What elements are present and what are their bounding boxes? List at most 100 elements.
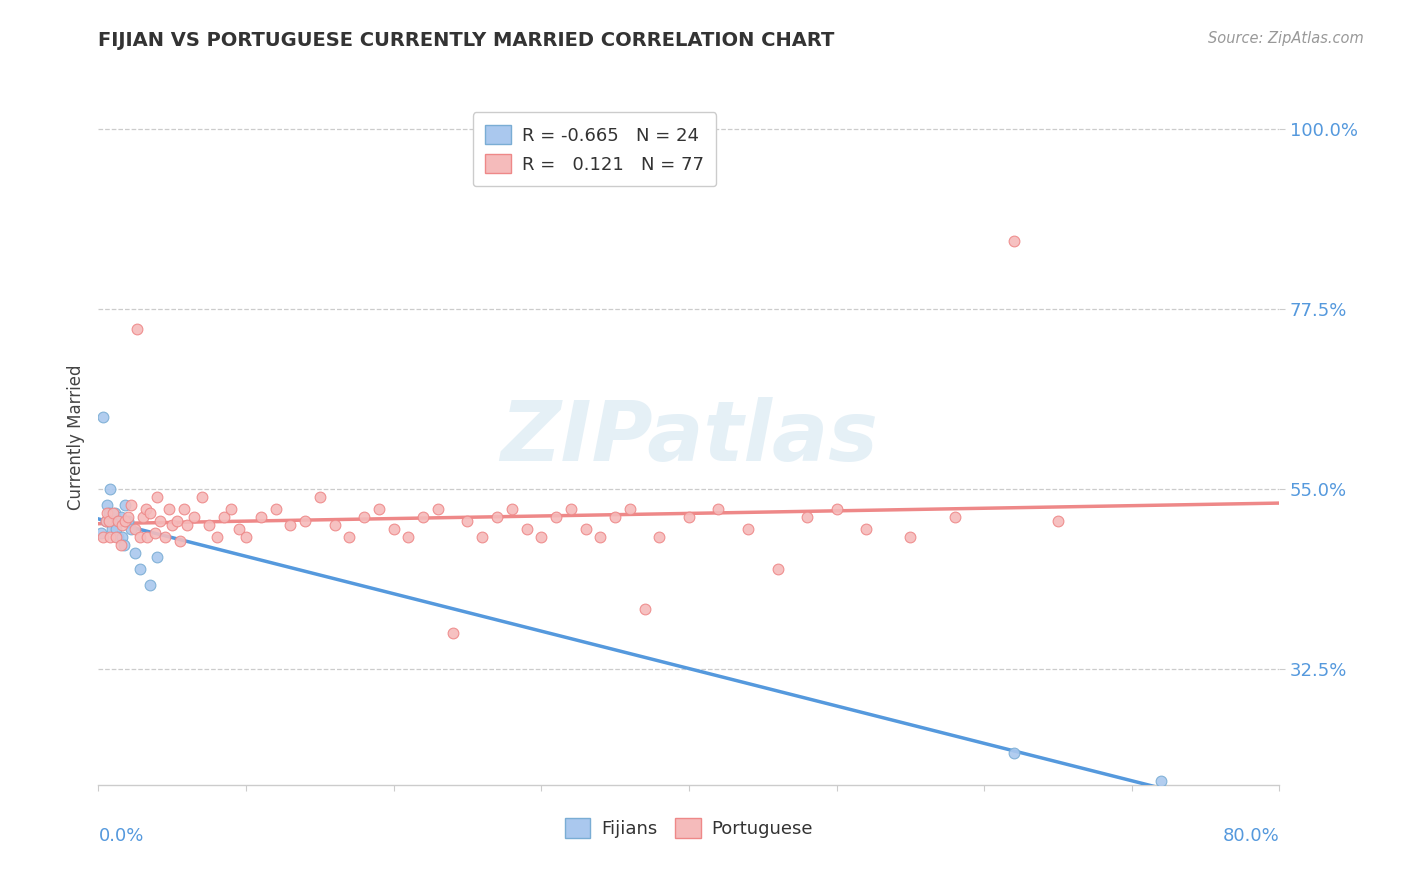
Point	[128, 530, 150, 544]
Point	[228, 522, 250, 536]
Point	[100, 522, 122, 536]
Point	[575, 522, 598, 536]
Point	[135, 502, 157, 516]
Point	[139, 506, 162, 520]
Text: FIJIAN VS PORTUGUESE CURRENTLY MARRIED CORRELATION CHART: FIJIAN VS PORTUGUESE CURRENTLY MARRIED C…	[98, 31, 835, 50]
Point	[560, 502, 582, 516]
Point	[323, 518, 346, 533]
Point	[173, 502, 195, 516]
Point	[97, 514, 120, 528]
Point	[294, 514, 316, 528]
Point	[471, 530, 494, 544]
Point	[105, 530, 128, 544]
Point	[339, 530, 361, 544]
Point	[943, 510, 966, 524]
Point	[124, 546, 146, 560]
Point	[114, 498, 136, 512]
Point	[235, 530, 257, 544]
Point	[457, 514, 479, 528]
Point	[107, 530, 129, 544]
Point	[146, 490, 169, 504]
Point	[183, 510, 205, 524]
Point	[707, 502, 730, 516]
Point	[368, 502, 391, 516]
Point	[737, 522, 759, 536]
Point	[117, 510, 139, 524]
Text: ZIPatlas: ZIPatlas	[501, 397, 877, 477]
Point	[153, 530, 176, 544]
Point	[648, 530, 671, 544]
Point	[516, 522, 538, 536]
Point	[112, 538, 135, 552]
Point	[619, 502, 641, 516]
Point	[110, 538, 132, 552]
Point	[136, 530, 159, 544]
Point	[825, 502, 848, 516]
Point	[114, 514, 136, 528]
Point	[1002, 746, 1025, 760]
Text: 0.0%: 0.0%	[98, 827, 143, 845]
Point	[1150, 774, 1173, 789]
Point	[796, 510, 818, 524]
Point	[157, 502, 180, 516]
Point	[166, 514, 188, 528]
Point	[382, 522, 405, 536]
Point	[530, 530, 553, 544]
Point	[111, 518, 134, 533]
Point	[94, 514, 117, 528]
Point	[546, 510, 568, 524]
Point	[108, 514, 131, 528]
Point	[855, 522, 877, 536]
Point	[125, 322, 148, 336]
Point	[98, 482, 121, 496]
Point	[678, 510, 700, 524]
Point	[589, 530, 612, 544]
Point	[107, 514, 129, 528]
Point	[441, 626, 464, 640]
Point	[634, 602, 657, 616]
Point	[120, 522, 142, 536]
Point	[91, 410, 114, 425]
Point	[162, 518, 183, 533]
Point	[94, 514, 117, 528]
Point	[90, 526, 112, 541]
Point	[427, 502, 450, 516]
Point	[139, 578, 162, 592]
Legend: Fijians, Portuguese: Fijians, Portuguese	[558, 811, 820, 846]
Point	[250, 510, 273, 524]
Point	[501, 502, 523, 516]
Point	[1002, 234, 1025, 248]
Point	[149, 514, 172, 528]
Y-axis label: Currently Married: Currently Married	[66, 364, 84, 510]
Point	[264, 502, 287, 516]
Point	[198, 518, 221, 533]
Point	[169, 534, 191, 549]
Point	[98, 530, 121, 544]
Point	[104, 506, 127, 520]
Point	[398, 530, 420, 544]
Point	[205, 530, 228, 544]
Point	[146, 549, 169, 564]
Text: Source: ZipAtlas.com: Source: ZipAtlas.com	[1208, 31, 1364, 46]
Point	[176, 518, 198, 533]
Point	[766, 562, 789, 576]
Point	[132, 510, 155, 524]
Point	[97, 506, 120, 520]
Point	[91, 530, 114, 544]
Point	[103, 514, 125, 528]
Point	[309, 490, 332, 504]
Point	[128, 562, 150, 576]
Point	[1046, 514, 1070, 528]
Point	[280, 518, 302, 533]
Point	[103, 506, 125, 520]
Point	[486, 510, 509, 524]
Point	[105, 522, 128, 536]
Point	[412, 510, 434, 524]
Point	[124, 522, 146, 536]
Point	[191, 490, 214, 504]
Point	[143, 526, 166, 541]
Point	[353, 510, 375, 524]
Point	[900, 530, 922, 544]
Text: 80.0%: 80.0%	[1223, 827, 1279, 845]
Point	[605, 510, 627, 524]
